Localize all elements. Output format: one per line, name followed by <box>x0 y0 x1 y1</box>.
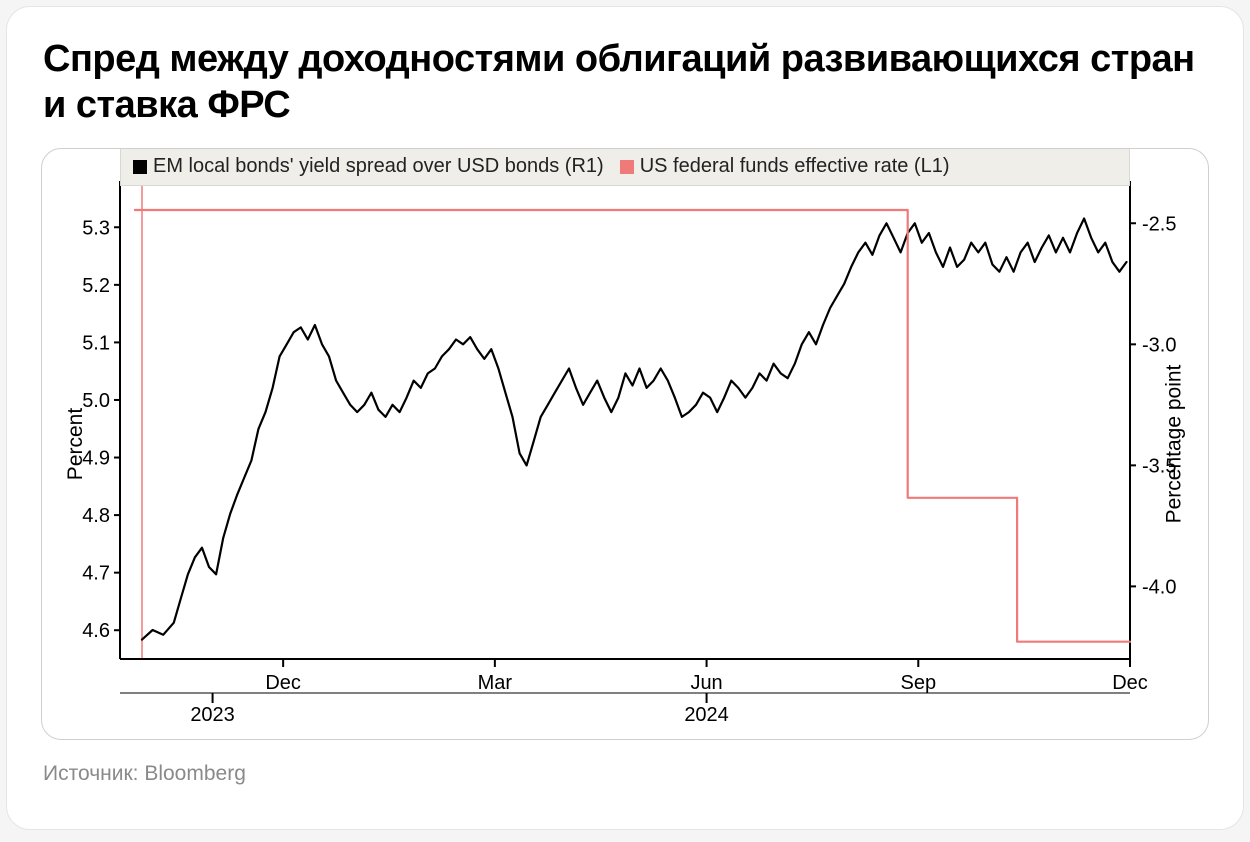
legend-item-fed-rate: US federal funds effective rate (L1) <box>614 155 950 178</box>
svg-text:4.6: 4.6 <box>82 620 110 642</box>
svg-text:Jun: Jun <box>690 672 722 694</box>
svg-text:-4.0: -4.0 <box>1142 577 1176 599</box>
svg-text:Dec: Dec <box>265 672 301 694</box>
legend-swatch-em <box>133 160 147 174</box>
source-label: Источник: Bloomberg <box>43 762 1209 786</box>
legend-item-em-spread: EM local bonds' yield spread over USD bo… <box>127 155 604 178</box>
svg-text:4.7: 4.7 <box>82 563 110 585</box>
svg-text:2024: 2024 <box>684 704 729 726</box>
legend: EM local bonds' yield spread over USD bo… <box>120 148 1130 186</box>
y-axis-right-label: Percentage point <box>1163 365 1187 524</box>
svg-text:-3.0: -3.0 <box>1142 335 1176 357</box>
svg-text:-2.5: -2.5 <box>1142 213 1176 235</box>
chart-card: Спред между доходностями облигаций разви… <box>6 6 1244 830</box>
svg-text:4.8: 4.8 <box>82 505 110 527</box>
legend-label-em: EM local bonds' yield spread over USD bo… <box>153 155 604 178</box>
svg-text:2023: 2023 <box>190 704 235 726</box>
y-axis-left-label: Percent <box>64 408 88 480</box>
chart-plot: 4.64.74.84.95.05.15.25.3-2.5-3.0-3.5-4.0… <box>42 149 1209 737</box>
chart-title: Спред между доходностями облигаций разви… <box>43 37 1209 128</box>
svg-text:5.1: 5.1 <box>82 333 110 355</box>
legend-label-fed: US federal funds effective rate (L1) <box>640 155 950 178</box>
chart-frame: EM local bonds' yield spread over USD bo… <box>41 148 1209 740</box>
legend-swatch-fed <box>620 160 634 174</box>
svg-text:Mar: Mar <box>478 672 513 694</box>
svg-text:Sep: Sep <box>900 672 936 694</box>
svg-text:5.2: 5.2 <box>82 275 110 297</box>
svg-text:Dec: Dec <box>1112 672 1148 694</box>
svg-text:5.3: 5.3 <box>82 217 110 239</box>
